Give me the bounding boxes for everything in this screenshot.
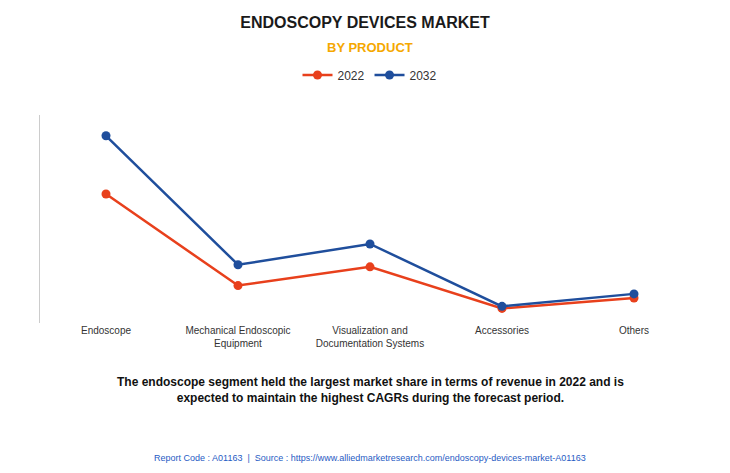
svg-text:ENDOSCOPY DEVICES MARKET: ENDOSCOPY DEVICES MARKET <box>240 14 490 31</box>
svg-text:Report Code : A01163 | Sourc: Report Code : A01163 | Source : https://… <box>154 453 586 463</box>
svg-text:Others: Others <box>619 325 649 336</box>
svg-text:BY PRODUCT: BY PRODUCT <box>327 40 413 55</box>
svg-text:Endoscope: Endoscope <box>81 325 131 336</box>
svg-text:2032: 2032 <box>410 69 437 83</box>
svg-text:The endoscope segment held the: The endoscope segment held the largest m… <box>117 375 624 405</box>
svg-text:Visualization andDocumentation: Visualization andDocumentation Systems <box>316 325 424 349</box>
svg-text:2022: 2022 <box>338 69 365 83</box>
svg-text:Mechanical EndoscopicEquipment: Mechanical EndoscopicEquipment <box>185 325 290 349</box>
svg-text:Accessories: Accessories <box>475 325 529 336</box>
